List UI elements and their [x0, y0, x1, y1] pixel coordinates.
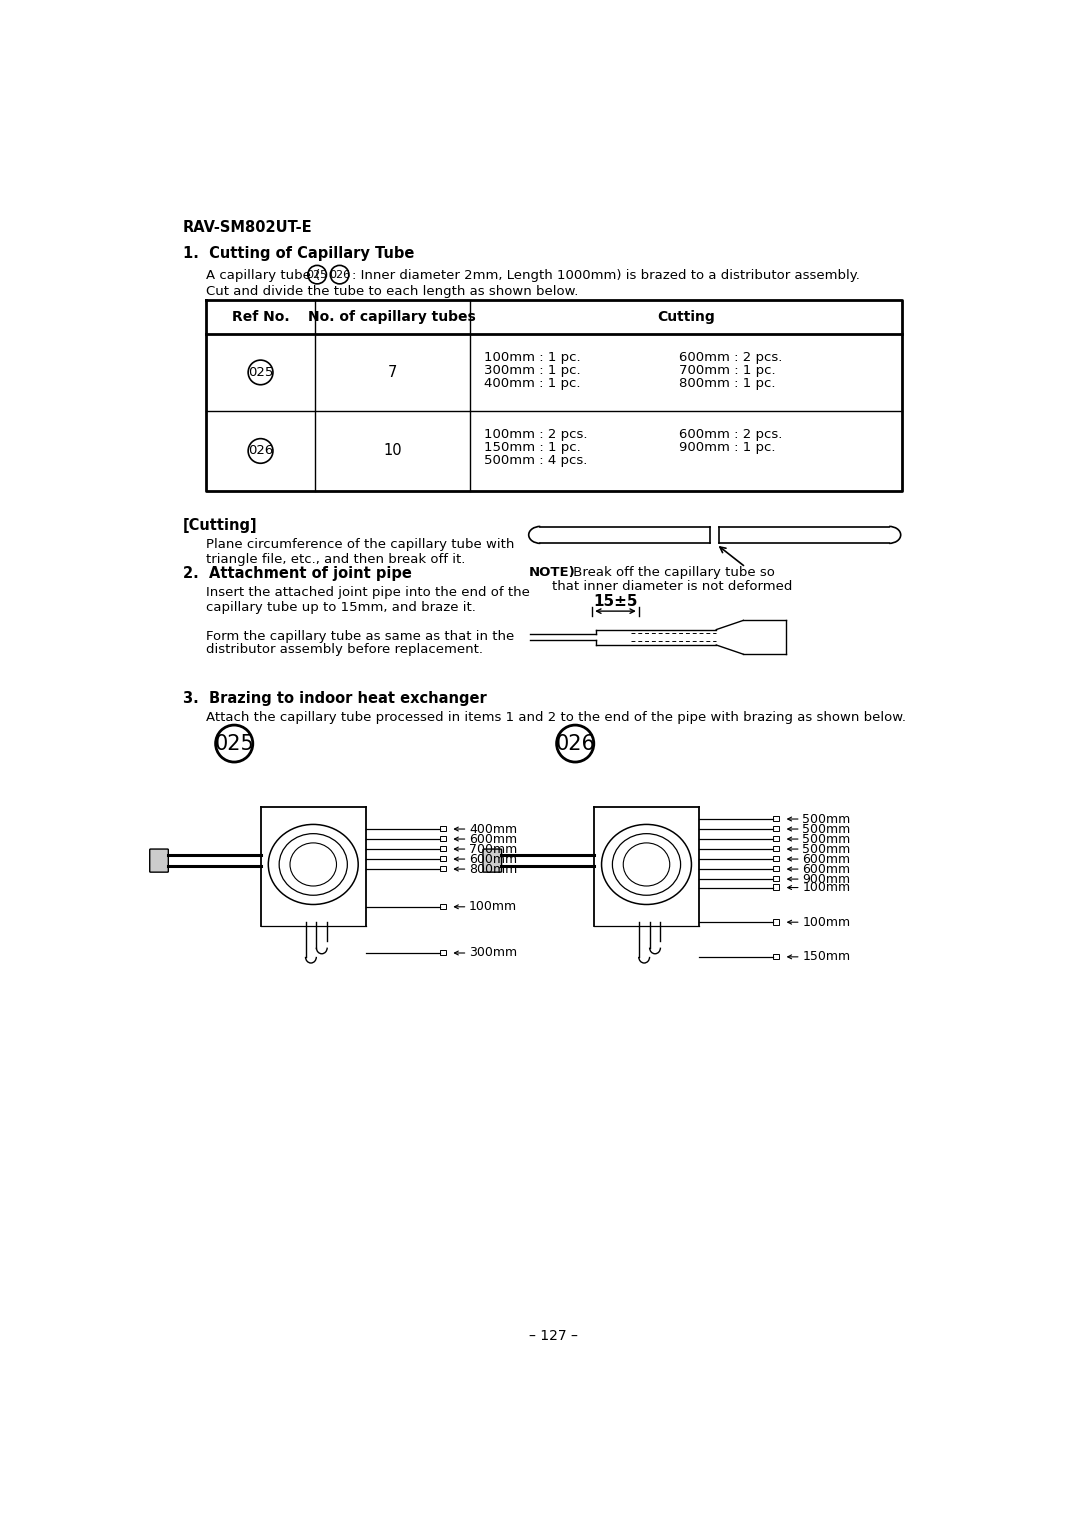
FancyBboxPatch shape [483, 849, 501, 872]
Text: 026: 026 [248, 444, 273, 458]
Text: Cutting: Cutting [657, 310, 715, 323]
Text: 600mm : 2 pcs.: 600mm : 2 pcs. [679, 429, 782, 441]
Bar [773, 836, 779, 842]
Bar [773, 953, 779, 959]
Text: 2.  Attachment of joint pipe: 2. Attachment of joint pipe [183, 566, 411, 581]
Text: 600mm: 600mm [469, 833, 517, 845]
Text: : Inner diameter 2mm, Length 1000mm) is brazed to a distributor assembly.: : Inner diameter 2mm, Length 1000mm) is … [352, 270, 860, 282]
Text: Ref No.: Ref No. [232, 310, 289, 323]
Text: 500mm: 500mm [802, 842, 851, 856]
Text: Plane circumference of the capillary tube with: Plane circumference of the capillary tub… [206, 538, 515, 551]
Text: 150mm: 150mm [802, 950, 850, 964]
Text: Cut and divide the tube to each length as shown below.: Cut and divide the tube to each length a… [206, 285, 579, 297]
Bar [440, 950, 446, 955]
Text: triangle file, etc., and then break off it.: triangle file, etc., and then break off … [206, 552, 465, 566]
Text: Form the capillary tube as same as that in the: Form the capillary tube as same as that … [206, 630, 514, 642]
Bar [440, 904, 446, 909]
Text: 700mm: 700mm [469, 842, 517, 856]
Text: 1.  Cutting of Capillary Tube: 1. Cutting of Capillary Tube [183, 246, 415, 261]
Text: 700mm : 1 pc.: 700mm : 1 pc. [679, 364, 775, 377]
Text: 600mm: 600mm [802, 852, 850, 866]
Text: 900mm : 1 pc.: 900mm : 1 pc. [679, 441, 775, 454]
Text: 025: 025 [307, 270, 327, 279]
FancyBboxPatch shape [150, 849, 168, 872]
Text: 15±5: 15±5 [593, 595, 638, 608]
Text: that inner diameter is not deformed: that inner diameter is not deformed [552, 580, 793, 593]
Text: 025: 025 [214, 734, 254, 753]
Bar [440, 836, 446, 842]
Text: 800mm : 1 pc.: 800mm : 1 pc. [679, 377, 775, 390]
Text: [Cutting]: [Cutting] [183, 518, 258, 532]
Text: 100mm : 2 pcs.: 100mm : 2 pcs. [484, 429, 588, 441]
Text: 100mm: 100mm [802, 881, 850, 894]
Text: 400mm: 400mm [469, 822, 517, 836]
Text: Break off the capillary tube so: Break off the capillary tube so [569, 566, 774, 578]
Text: – 127 –: – 127 – [529, 1328, 578, 1342]
Text: 500mm: 500mm [802, 822, 851, 836]
Text: 600mm: 600mm [469, 852, 517, 866]
Bar [773, 816, 779, 822]
Bar [440, 856, 446, 862]
Text: 600mm : 2 pcs.: 600mm : 2 pcs. [679, 351, 782, 364]
Text: 100mm: 100mm [802, 915, 850, 929]
Text: RAV-SM802UT-E: RAV-SM802UT-E [183, 220, 313, 235]
Text: 026: 026 [555, 734, 595, 753]
Text: 500mm : 4 pcs.: 500mm : 4 pcs. [484, 454, 588, 467]
Bar [773, 875, 779, 881]
Text: 300mm : 1 pc.: 300mm : 1 pc. [484, 364, 580, 377]
Text: 150mm : 1 pc.: 150mm : 1 pc. [484, 441, 581, 454]
Text: Attach the capillary tube processed in items 1 and 2 to the end of the pipe with: Attach the capillary tube processed in i… [206, 711, 906, 724]
Text: 400mm : 1 pc.: 400mm : 1 pc. [484, 377, 580, 390]
Text: 3.  Brazing to indoor heat exchanger: 3. Brazing to indoor heat exchanger [183, 691, 487, 706]
Text: No. of capillary tubes: No. of capillary tubes [309, 310, 476, 323]
Text: 026: 026 [329, 270, 350, 279]
Text: 7: 7 [388, 364, 397, 380]
Text: A capillary tube (: A capillary tube ( [206, 270, 321, 282]
Text: Insert the attached joint pipe into the end of the: Insert the attached joint pipe into the … [206, 587, 530, 599]
Bar [773, 856, 779, 862]
Bar [773, 846, 779, 851]
Text: 800mm: 800mm [469, 863, 517, 875]
Text: NOTE): NOTE) [529, 566, 576, 578]
Text: distributor assembly before replacement.: distributor assembly before replacement. [206, 644, 484, 656]
Text: 10: 10 [383, 444, 402, 459]
Bar [773, 827, 779, 831]
Text: 100mm: 100mm [469, 900, 517, 913]
Text: 100mm : 1 pc.: 100mm : 1 pc. [484, 351, 580, 364]
Text: 025: 025 [248, 366, 273, 378]
Text: 500mm: 500mm [802, 813, 851, 825]
Bar [773, 920, 779, 924]
Text: capillary tube up to 15mm, and braze it.: capillary tube up to 15mm, and braze it. [206, 601, 476, 615]
Text: 300mm: 300mm [469, 947, 517, 959]
Text: 600mm: 600mm [802, 863, 850, 875]
Bar [440, 827, 446, 831]
Bar [773, 866, 779, 871]
Bar [440, 866, 446, 871]
Bar [440, 846, 446, 851]
Text: 500mm: 500mm [802, 833, 851, 845]
Text: 900mm: 900mm [802, 872, 850, 886]
Bar [773, 884, 779, 891]
